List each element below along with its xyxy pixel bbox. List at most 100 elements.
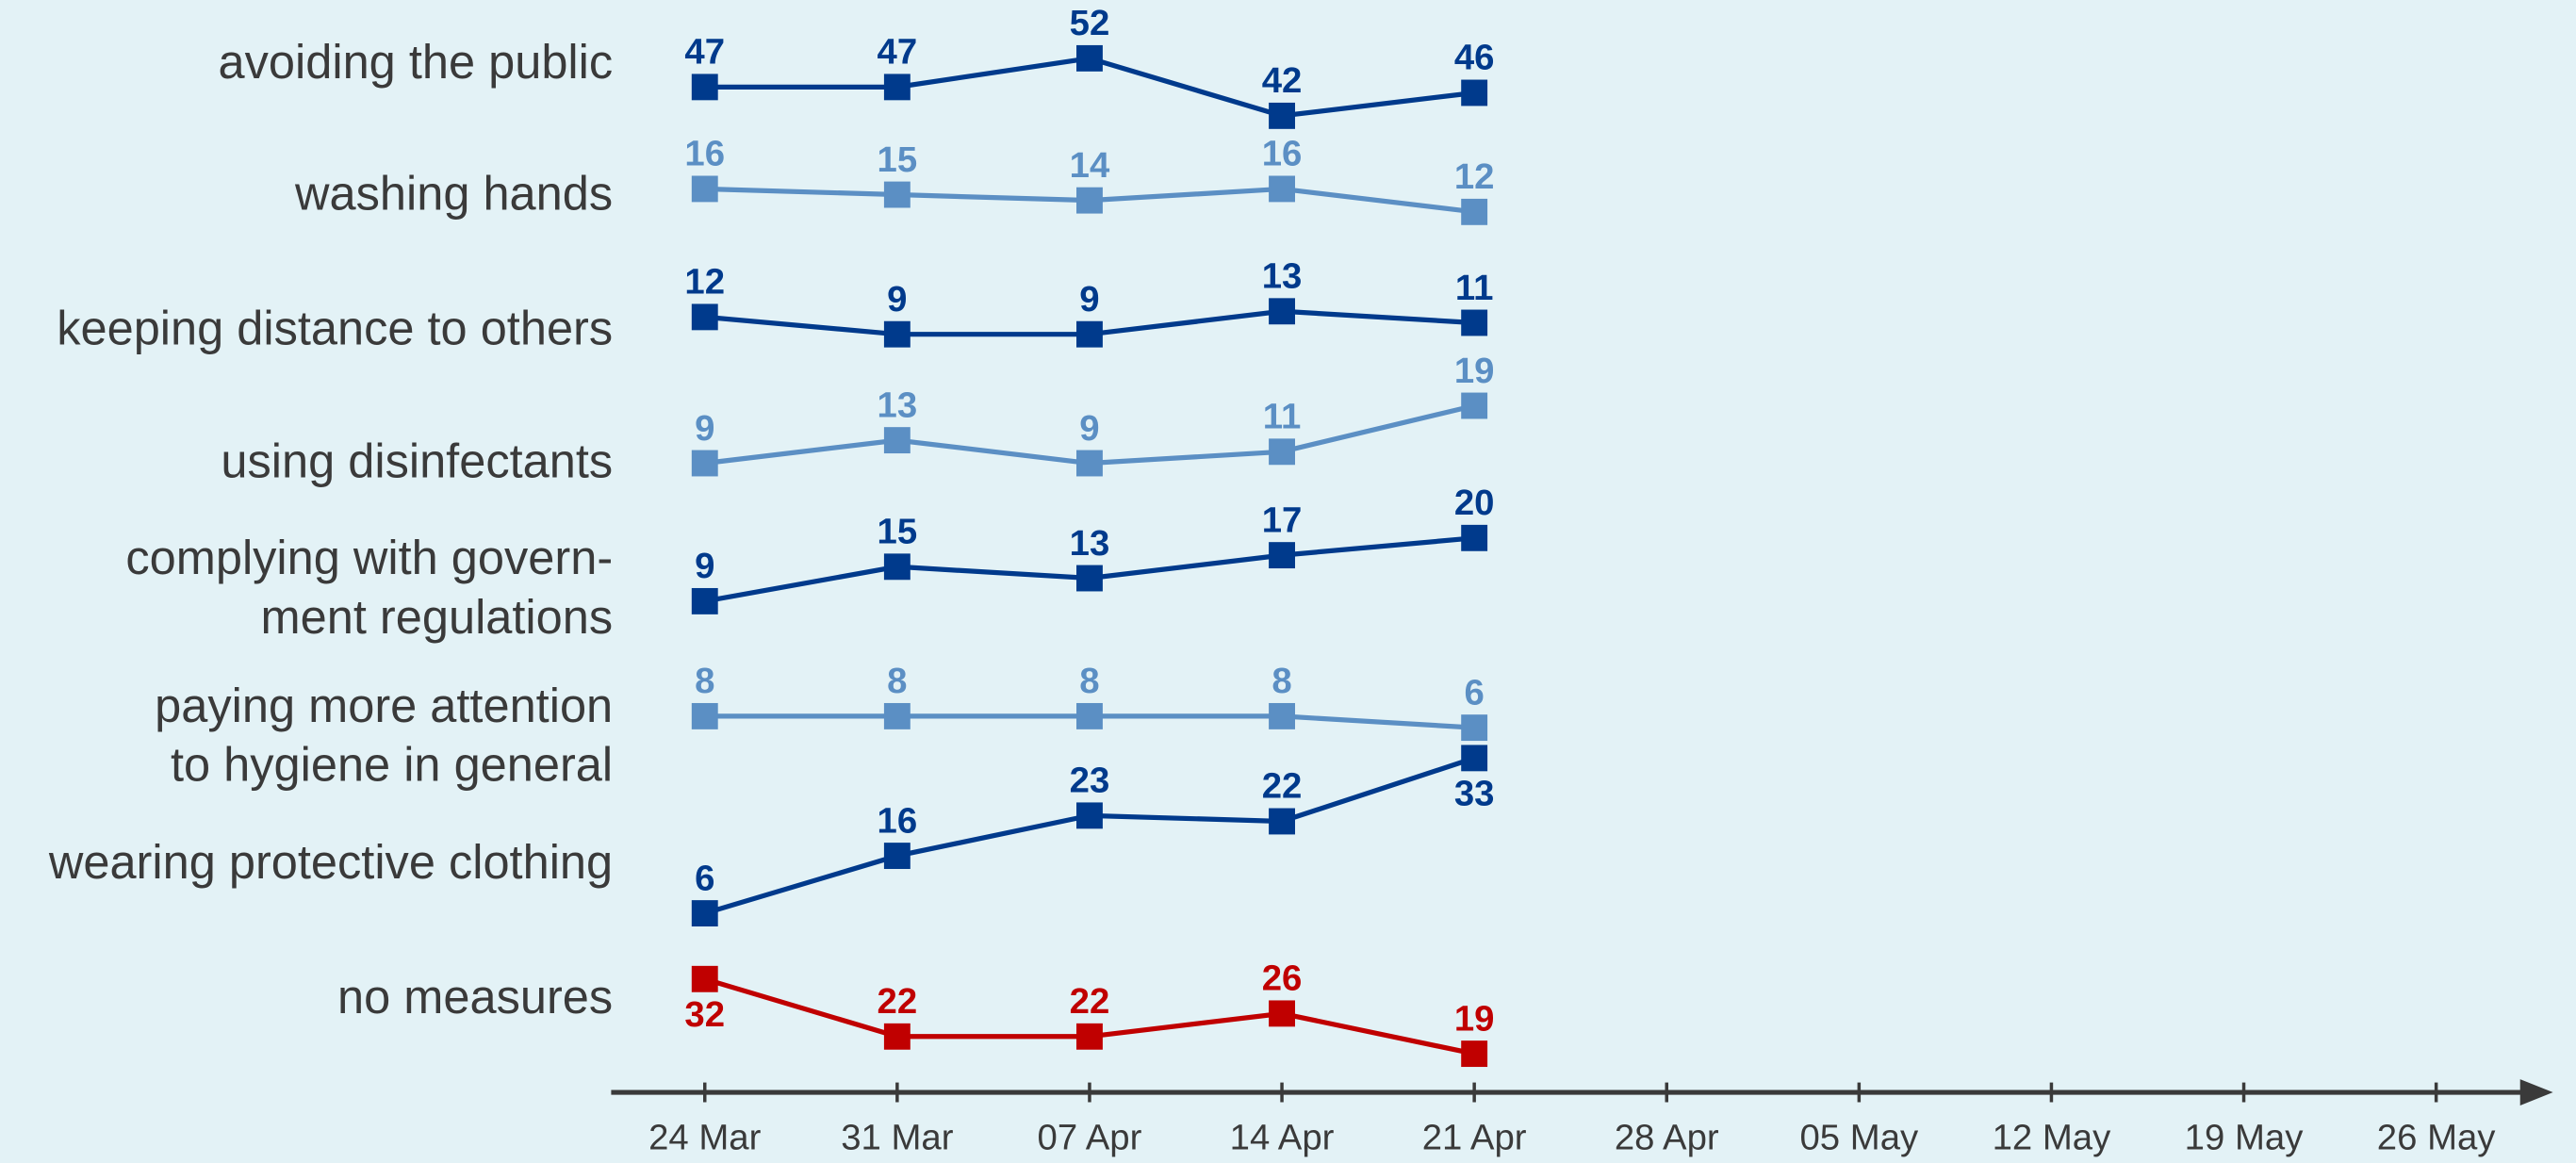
x-tick-label: 05 May [1799,1118,1919,1158]
marker [1269,438,1295,466]
marker [1269,102,1295,129]
marker [883,553,911,581]
legend-label: complying with govern-ment regulations [125,531,613,644]
data-label: 26 [1262,958,1303,999]
data-label: 22 [1262,766,1303,807]
data-label: 12 [684,262,725,303]
marker [1461,79,1488,106]
data-label: 32 [684,994,725,1035]
marker [1461,309,1488,336]
data-label: 23 [1070,761,1110,801]
marker [691,175,718,203]
marker [1461,1040,1488,1068]
marker [1269,702,1295,729]
x-tick-label: 28 Apr [1615,1118,1719,1158]
legend-label: keeping distance to others [57,301,613,354]
data-label: 14 [1070,145,1110,186]
data-label: 6 [695,858,714,898]
data-label: 22 [1070,981,1110,1022]
marker [1076,1023,1103,1050]
x-tick-label: 14 Apr [1230,1118,1335,1158]
data-label: 42 [1262,60,1303,101]
marker [1269,298,1295,325]
marker [883,74,911,101]
data-label: 8 [1079,661,1099,701]
x-tick-label: 31 Mar [841,1118,954,1158]
marker [1076,802,1103,829]
marker [691,74,718,101]
marker [691,900,718,927]
data-label: 22 [878,981,918,1022]
legend-label: paying more attention to hygiene in gener… [155,679,613,792]
data-label: 12 [1454,156,1495,197]
marker [1076,44,1103,72]
marker [1461,392,1488,419]
data-label: 15 [878,139,918,180]
marker [1461,745,1488,772]
data-label: 9 [1079,408,1099,449]
data-label: 9 [695,408,714,449]
marker [1269,542,1295,569]
data-label: 16 [878,800,918,841]
data-label: 20 [1454,483,1495,523]
marker [1076,450,1103,477]
marker [1269,1000,1295,1027]
x-tick-label: 07 Apr [1038,1118,1142,1158]
data-label: 19 [1454,998,1495,1039]
x-tick-label: 24 Mar [648,1118,762,1158]
data-label: 46 [1454,38,1495,78]
marker [1461,198,1488,225]
data-label: 13 [1262,256,1303,297]
marker [691,702,718,729]
marker [883,702,911,729]
marker [691,450,718,477]
data-label: 8 [695,661,714,701]
marker [883,427,911,454]
marker [883,1023,911,1050]
marker [691,303,718,331]
marker [1076,702,1103,729]
marker [1461,524,1488,551]
data-label: 8 [1272,661,1291,701]
legend-label: washing hands [294,166,613,220]
legend-label: avoiding the public [219,35,614,89]
data-label: 11 [1455,268,1494,308]
marker [691,965,718,992]
data-label: 9 [887,279,907,319]
data-label: 13 [1070,523,1110,564]
data-label: 9 [1079,279,1099,319]
data-label: 16 [1262,134,1303,174]
data-label: 9 [695,546,714,586]
marker [691,587,718,614]
data-label: 6 [1464,672,1484,713]
data-label: 47 [684,32,725,73]
x-tick-label: 26 May [2377,1118,2497,1158]
data-label: 13 [878,385,918,425]
data-label: 17 [1262,500,1303,540]
marker [1461,714,1488,742]
axis-arrow [2519,1079,2553,1106]
data-label: 52 [1070,3,1110,43]
legend-label: using disinfectants [221,434,613,488]
marker [1269,808,1295,835]
data-label: 33 [1454,774,1495,814]
data-label: 11 [1263,397,1302,437]
marker [1076,565,1103,592]
x-tick-label: 19 May [2185,1118,2305,1158]
marker [883,181,911,208]
marker [883,320,911,348]
marker [883,843,911,870]
marker [1076,187,1103,214]
x-tick-label: 21 Apr [1422,1118,1527,1158]
legend-label: no measures [337,970,613,1024]
data-label: 19 [1454,351,1495,391]
marker [1076,320,1103,348]
legend-label: wearing protective clothing [48,835,613,889]
data-label: 15 [878,512,918,552]
data-label: 16 [684,134,725,174]
data-label: 8 [887,661,907,701]
marker [1269,175,1295,203]
x-tick-label: 12 May [1993,1118,2112,1158]
